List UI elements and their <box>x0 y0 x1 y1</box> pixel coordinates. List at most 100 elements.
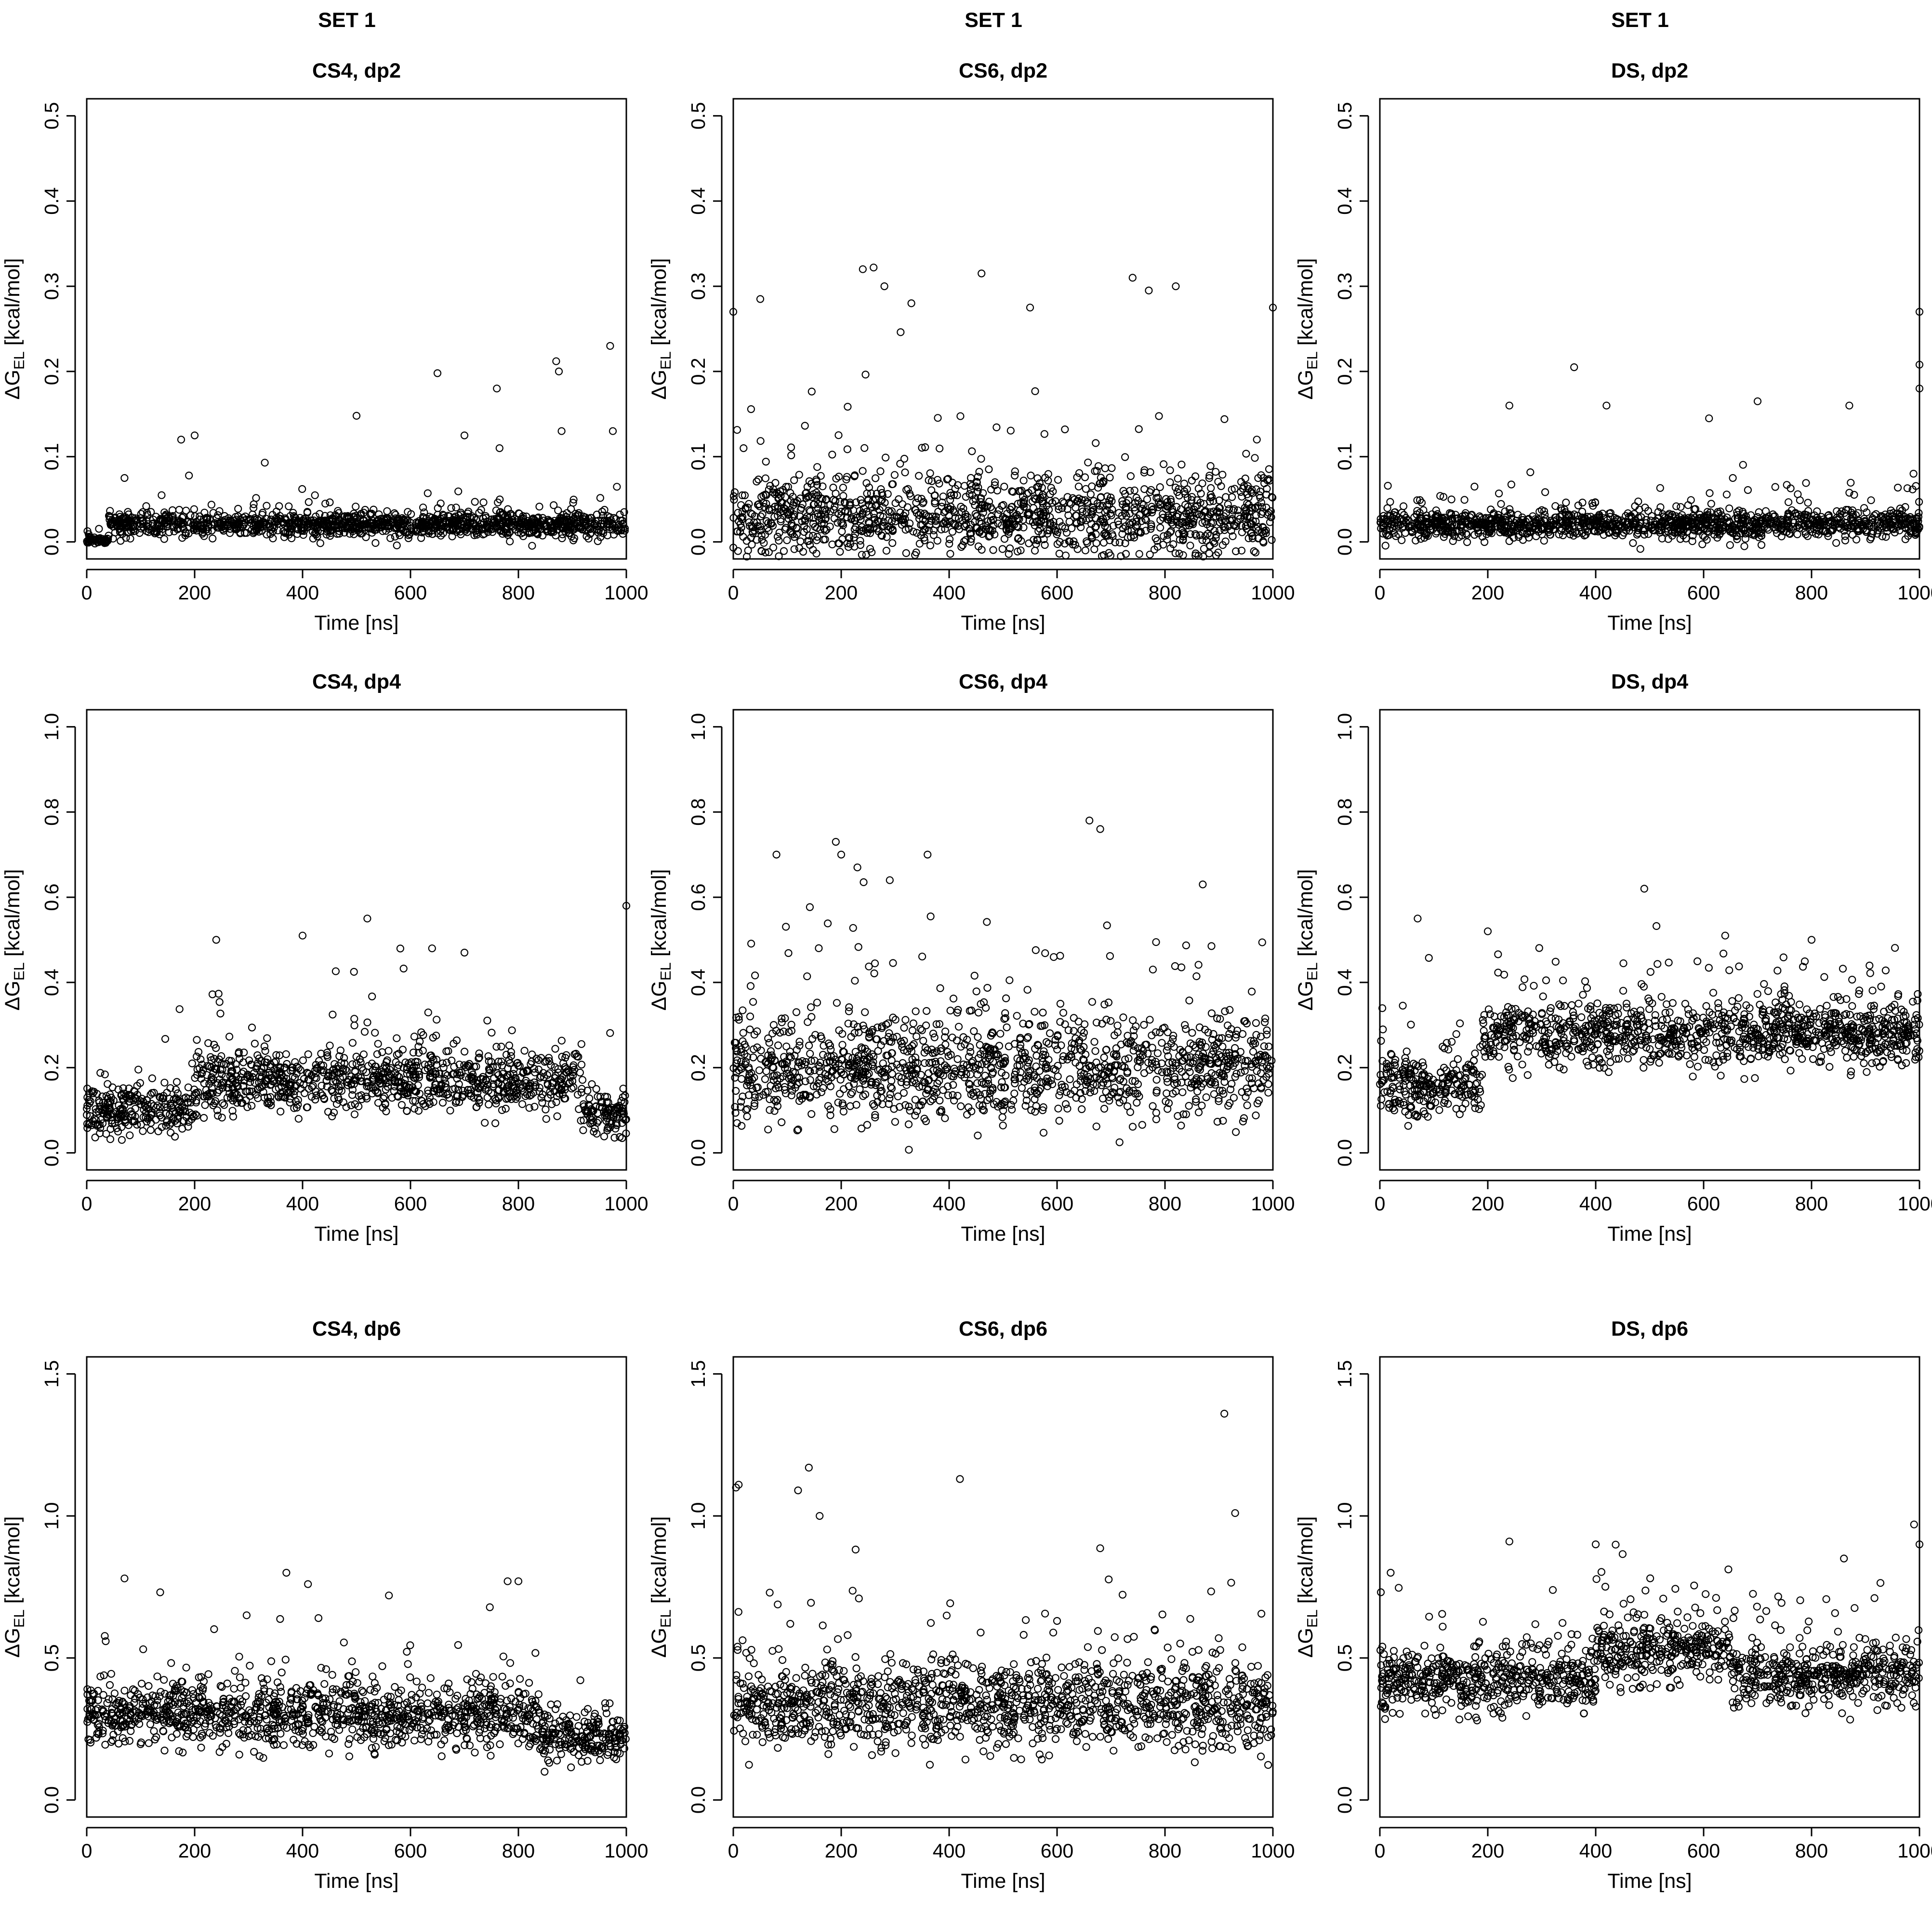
data-point <box>616 510 624 519</box>
data-point <box>355 523 363 532</box>
data-point <box>255 528 263 536</box>
data-point <box>324 526 332 534</box>
data-point <box>413 526 422 534</box>
panel-title: CS4, dp4 <box>312 670 401 693</box>
y-tick-label: 0.5 <box>687 102 709 130</box>
data-point <box>1061 425 1069 434</box>
data-point <box>850 471 859 479</box>
data-point <box>215 507 224 515</box>
data-point <box>168 506 177 515</box>
data-point <box>434 529 442 538</box>
data-point <box>113 519 121 527</box>
data-point <box>135 529 144 537</box>
data-point <box>593 510 601 519</box>
data-point <box>106 507 114 515</box>
data-point <box>479 531 487 539</box>
y-tick-label: 0.1 <box>687 443 709 470</box>
data-point <box>569 536 578 544</box>
data-point <box>202 514 211 522</box>
data-point <box>263 502 271 510</box>
y-tick-label: 0.2 <box>40 358 63 385</box>
data-point <box>103 537 111 545</box>
data-point <box>574 511 583 519</box>
data-point <box>586 525 595 533</box>
data-point <box>158 522 166 531</box>
data-point <box>361 505 369 514</box>
data-point <box>305 520 314 529</box>
data-point <box>341 512 349 520</box>
data-point <box>559 525 568 533</box>
data-point <box>437 520 445 529</box>
data-point <box>105 512 113 520</box>
data-point <box>1092 522 1100 531</box>
data-point <box>525 529 533 537</box>
data-point <box>550 501 558 509</box>
data-point <box>1199 552 1207 561</box>
data-point <box>122 522 130 530</box>
data-point <box>246 515 254 523</box>
x-tick-label: 400 <box>933 582 966 604</box>
data-point <box>241 512 250 520</box>
data-point <box>234 504 242 513</box>
data-point <box>221 524 229 532</box>
data-point <box>334 524 342 532</box>
data-point <box>355 528 364 536</box>
data-point <box>478 525 486 534</box>
data-point <box>492 506 501 515</box>
data-point <box>147 508 155 516</box>
data-point <box>506 537 514 545</box>
data-point <box>321 500 330 508</box>
data-point <box>558 534 566 543</box>
data-point <box>742 553 751 561</box>
data-point <box>1084 458 1092 466</box>
x-axis-label: Time [ns] <box>1607 611 1692 635</box>
data-point <box>362 533 370 542</box>
data-point <box>522 522 530 531</box>
data-point <box>1099 539 1108 547</box>
data-point <box>232 525 240 534</box>
data-point <box>929 531 938 539</box>
data-point <box>322 522 331 531</box>
data-point <box>471 498 479 506</box>
data-point <box>801 422 809 430</box>
x-axis-label: Time [ns] <box>314 611 398 635</box>
data-point <box>288 524 296 533</box>
data-point <box>593 522 601 530</box>
data-point <box>477 506 485 514</box>
data-point <box>1205 474 1213 482</box>
data-point <box>236 516 244 524</box>
data-point <box>1188 496 1196 504</box>
data-point <box>221 518 229 527</box>
data-point <box>303 508 312 517</box>
y-tick-label: 0.0 <box>687 528 709 556</box>
data-point <box>198 524 207 532</box>
data-point <box>423 489 432 497</box>
data-point <box>226 529 234 537</box>
data-point <box>871 474 880 482</box>
data-point <box>1073 473 1081 481</box>
x-tick-label: 800 <box>1149 582 1181 604</box>
data-point <box>1142 516 1151 524</box>
x-tick-label: 200 <box>825 582 858 604</box>
data-point <box>165 528 173 536</box>
y-tick-label: 0.5 <box>1334 102 1356 130</box>
data-point <box>1099 517 1107 526</box>
data-point <box>342 521 350 530</box>
data-point <box>90 533 98 542</box>
data-point <box>95 525 103 533</box>
set-title-col1: SET 1 <box>318 9 376 32</box>
data-point <box>304 498 313 506</box>
data-point <box>620 508 628 516</box>
data-point <box>888 539 897 547</box>
data-point <box>921 443 929 451</box>
data-point <box>250 500 258 508</box>
x-axis-label: Time [ns] <box>961 611 1045 635</box>
data-point <box>613 483 621 491</box>
data-point <box>760 503 768 511</box>
x-tick-label: 200 <box>1471 582 1504 604</box>
data-point <box>1132 517 1140 526</box>
data-point <box>132 516 140 524</box>
